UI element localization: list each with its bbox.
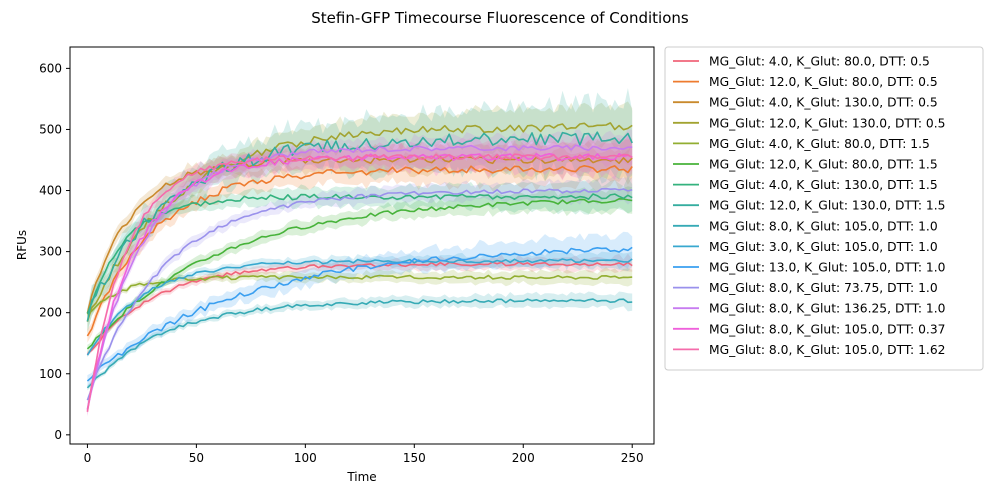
series-line	[86, 193, 633, 314]
series-line	[86, 261, 633, 355]
legend-label: MG_Glut: 8.0, K_Glut: 105.0, DTT: 1.62	[709, 343, 945, 357]
y-tick-label: 200	[39, 306, 62, 320]
series-band	[87, 253, 633, 357]
legend-label: MG_Glut: 8.0, K_Glut: 105.0, DTT: 1.0	[709, 219, 938, 233]
series-line	[86, 198, 633, 350]
x-tick-label: 50	[189, 451, 204, 465]
series-line	[86, 156, 633, 314]
y-tick-label: 300	[39, 245, 62, 259]
x-axis-label: Time	[346, 470, 376, 484]
series-line	[86, 153, 633, 413]
legend-label: MG_Glut: 12.0, K_Glut: 130.0, DTT: 1.5	[709, 199, 945, 213]
y-tick-label: 600	[39, 61, 62, 75]
series-line	[86, 165, 633, 337]
legend-label: MG_Glut: 12.0, K_Glut: 80.0, DTT: 1.5	[709, 158, 938, 172]
x-tick-label: 200	[512, 451, 535, 465]
y-axis-label: RFUs	[15, 230, 29, 260]
series-band	[87, 267, 633, 317]
legend-label: MG_Glut: 12.0, K_Glut: 80.0, DTT: 0.5	[709, 75, 938, 89]
series-band	[87, 175, 633, 403]
y-tick-label: 500	[39, 122, 62, 136]
series-band	[87, 101, 633, 331]
series-band	[87, 88, 633, 334]
legend-label: MG_Glut: 12.0, K_Glut: 130.0, DTT: 0.5	[709, 116, 945, 130]
legend-label: MG_Glut: 8.0, K_Glut: 105.0, DTT: 0.37	[709, 322, 945, 336]
x-tick-label: 100	[294, 451, 317, 465]
series-band	[87, 291, 633, 391]
legend-frame	[664, 46, 984, 371]
series-band	[87, 145, 633, 343]
y-axis: 0 100 200 300 400 500 600	[39, 61, 70, 442]
x-axis: 0 50 100 150 200 250	[84, 444, 644, 465]
series-band	[87, 231, 633, 387]
series-line	[86, 122, 633, 322]
legend-label: MG_Glut: 8.0, K_Glut: 73.75, DTT: 1.0	[709, 281, 938, 295]
x-tick-label: 250	[621, 451, 644, 465]
legend-label: MG_Glut: 4.0, K_Glut: 80.0, DTT: 0.5	[709, 55, 930, 69]
legend-label: MG_Glut: 4.0, K_Glut: 130.0, DTT: 1.5	[709, 178, 938, 192]
series-line	[86, 298, 633, 389]
series-line	[86, 246, 633, 382]
plot-frame	[69, 46, 655, 445]
legend: MG_Glut: 4.0, K_Glut: 80.0, DTT: 0.5 MG_G…	[664, 46, 984, 371]
series-band	[87, 186, 633, 353]
legend-label: MG_Glut: 8.0, K_Glut: 136.25, DTT: 1.0	[709, 302, 945, 316]
series-band	[87, 136, 633, 417]
chart-title: Stefin-GFP Timecourse Fluorescence of Co…	[311, 9, 689, 27]
legend-label: MG_Glut: 3.0, K_Glut: 105.0, DTT: 1.0	[709, 240, 938, 254]
series-line	[86, 144, 633, 410]
x-tick-label: 150	[403, 451, 426, 465]
legend-label: MG_Glut: 4.0, K_Glut: 80.0, DTT: 1.5	[709, 137, 930, 151]
series-lines	[86, 122, 633, 413]
legend-label: MG_Glut: 13.0, K_Glut: 105.0, DTT: 1.0	[709, 261, 945, 275]
series-line	[86, 187, 633, 401]
y-tick-label: 100	[39, 367, 62, 381]
y-tick-label: 0	[54, 428, 62, 442]
x-tick-label: 0	[84, 451, 92, 465]
series-line	[86, 258, 633, 356]
series-band	[87, 132, 633, 416]
legend-label: MG_Glut: 4.0, K_Glut: 130.0, DTT: 0.5	[709, 96, 938, 110]
y-tick-label: 400	[39, 184, 62, 198]
